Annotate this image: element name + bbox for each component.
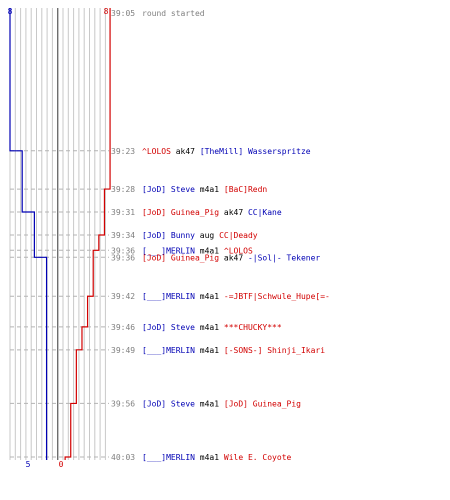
killer-name: [JoD] Bunny	[142, 231, 195, 240]
event-time: 39:46	[111, 323, 135, 332]
team-count-lines	[9, 8, 111, 460]
weapon-name: aug	[195, 231, 219, 240]
kill-event: 39:42 [___]MERLIN m4a1 -=JBTF|Schwule_Hup…	[111, 292, 330, 301]
weapon-name: m4a1	[195, 323, 224, 332]
kill-event: 39:36 [JoD] Guinea_Pig ak47 -|Sol|- Teken…	[111, 253, 320, 262]
event-time: 39:28	[111, 185, 135, 194]
weapon-name: m4a1	[195, 246, 224, 255]
event-time: 39:49	[111, 346, 135, 355]
killer-name: [JoD] Steve	[142, 185, 195, 194]
event-time: 39:34	[111, 231, 135, 240]
killer-name: [JoD] Steve	[142, 399, 195, 408]
kill-feed: 39:05 round started 39:23 ^LOLOS ak47 [TheM…	[111, 9, 330, 462]
kill-event: 39:34 [JoD] Bunny aug CC|Deady	[111, 231, 258, 240]
victim-name: [BaC]Redn	[224, 185, 268, 194]
kill-event: 39:23 ^LOLOS ak47 [TheMill] Wasserspritze	[111, 147, 311, 156]
killer-name: [___]MERLIN	[142, 453, 195, 462]
kill-event: 39:46 [JoD] Steve m4a1 ***CHUCKY***	[111, 323, 282, 332]
victim-name: CC|Kane	[248, 208, 282, 217]
victim-name: [-SONS-] Shinji_Ikari	[224, 346, 325, 355]
weapon-name: m4a1	[195, 292, 224, 301]
event-time: 39:42	[111, 292, 135, 301]
event-time: 39:36	[111, 253, 135, 262]
event-time: 39:56	[111, 399, 135, 408]
kill-event: 39:56 [JoD] Steve m4a1 [JoD] Guinea_Pig	[111, 399, 301, 408]
killer-name: [___]MERLIN	[142, 246, 195, 255]
blue-team-count-line	[9, 8, 48, 460]
victim-name: CC|Deady	[219, 231, 258, 240]
blue-team-start-count: 8	[8, 7, 13, 16]
weapon-name: ak47	[219, 208, 248, 217]
kill-event: 40:03 [___]MERLIN m4a1 Wile E. Coyote	[111, 453, 292, 462]
victim-name: ^LOLOS	[224, 246, 253, 255]
kill-event: 39:49 [___]MERLIN m4a1 [-SONS-] Shinji_Ik…	[111, 346, 325, 355]
kill-event: 39:36 [___]MERLIN m4a1 ^LOLOS	[111, 246, 253, 255]
weapon-name: ak47	[171, 147, 200, 156]
grid-columns	[9, 8, 106, 460]
event-time: 39:05	[111, 9, 135, 18]
kill-event: 39:28 [JoD] Steve m4a1 [BaC]Redn	[111, 185, 267, 194]
red-team-end-count: 0	[59, 460, 64, 469]
event-time: 39:36	[111, 246, 135, 255]
red-team-count-line	[64, 8, 111, 460]
killer-name: ^LOLOS	[142, 147, 171, 156]
victim-name: -=JBTF|Schwule_Hupe[=-	[224, 292, 330, 301]
victim-name: [TheMill] Wasserspritze	[200, 147, 311, 156]
victim-name: ***CHUCKY***	[224, 323, 282, 332]
round-start-text: round started	[142, 9, 205, 18]
killer-name: [JoD] Steve	[142, 323, 195, 332]
event-time: 39:23	[111, 147, 135, 156]
killer-name: [JoD] Guinea_Pig	[142, 208, 219, 217]
weapon-name: m4a1	[195, 185, 224, 194]
victim-name: Wile E. Coyote	[224, 453, 292, 462]
weapon-name: m4a1	[195, 453, 224, 462]
event-guide-lines	[10, 150, 109, 458]
killer-name: [JoD] Guinea_Pig	[142, 253, 219, 262]
event-time: 39:31	[111, 208, 135, 217]
weapon-name: ak47	[219, 253, 248, 262]
killer-name: [___]MERLIN	[142, 292, 195, 301]
killer-name: [___]MERLIN	[142, 346, 195, 355]
kill-event: 39:31 [JoD] Guinea_Pig ak47 CC|Kane	[111, 208, 282, 217]
victim-name: [JoD] Guinea_Pig	[224, 399, 301, 408]
team-count-labels: 8 8 5 0	[8, 7, 109, 469]
red-team-start-count: 8	[104, 7, 109, 16]
weapon-name: m4a1	[195, 346, 224, 355]
weapon-name: m4a1	[195, 399, 224, 408]
victim-name: -|Sol|- Tekener	[248, 253, 320, 262]
event-time: 40:03	[111, 453, 135, 462]
blue-team-end-count: 5	[26, 460, 31, 469]
round-start-event: 39:05 round started	[111, 9, 205, 18]
